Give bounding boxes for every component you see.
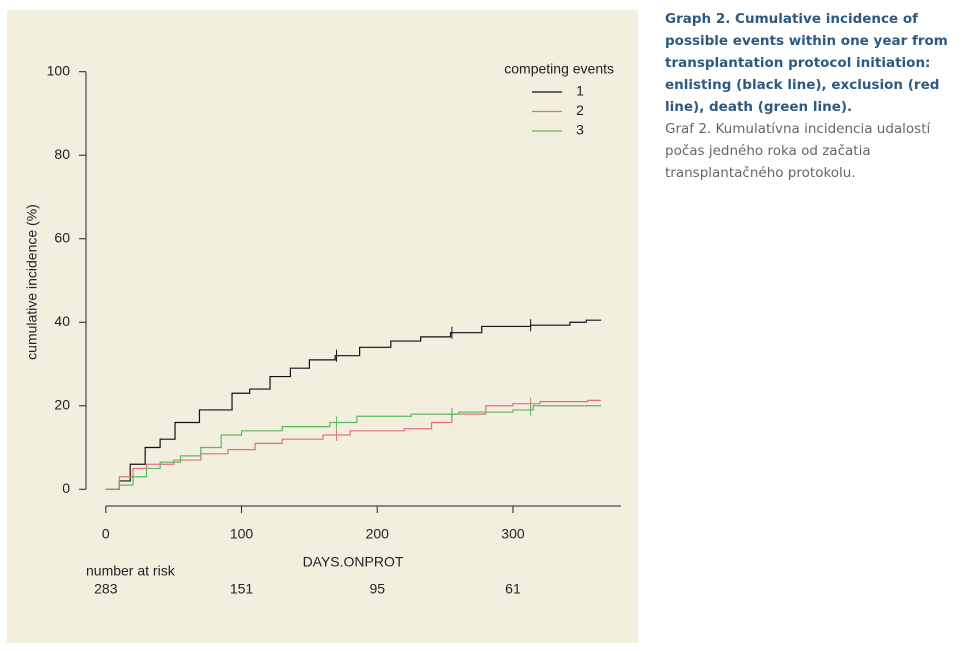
y-tick-label: 60 bbox=[54, 229, 70, 245]
legend-title: competing events bbox=[504, 61, 614, 77]
y-axis-label: cumulative incidence (%) bbox=[24, 204, 40, 360]
x-tick-label: 200 bbox=[366, 526, 390, 542]
y-tick-label: 20 bbox=[54, 396, 70, 412]
chart-panel bbox=[7, 10, 638, 643]
legend-label: 3 bbox=[576, 122, 584, 138]
caption-en: Graph 2. Cumulative incidence of possibl… bbox=[665, 11, 948, 115]
series-line bbox=[105, 405, 602, 490]
series-line bbox=[105, 319, 602, 490]
y-tick-label: 0 bbox=[62, 480, 70, 496]
x-tick-label: 100 bbox=[230, 526, 254, 542]
series-line bbox=[105, 399, 602, 490]
x-tick-label: 0 bbox=[102, 526, 110, 542]
y-tick-label: 100 bbox=[47, 62, 71, 78]
at-risk-value: 151 bbox=[230, 581, 254, 597]
x-axis-label: DAYS.ONPROT bbox=[303, 554, 404, 570]
at-risk-value: 61 bbox=[505, 581, 521, 597]
at-risk-value: 95 bbox=[369, 581, 385, 597]
y-tick-label: 80 bbox=[54, 146, 70, 162]
x-tick-label: 300 bbox=[501, 526, 525, 542]
caption-sk: Graf 2. Kumulatívna incidencia udalostí … bbox=[665, 121, 931, 181]
legend-label: 2 bbox=[576, 102, 584, 118]
risk-label: number at risk bbox=[86, 563, 176, 579]
y-tick-label: 40 bbox=[54, 313, 70, 329]
chart: cumulative incidence (%) DAYS.ONPROT num… bbox=[24, 61, 621, 597]
at-risk-value: 283 bbox=[94, 581, 118, 597]
legend-label: 1 bbox=[576, 83, 584, 99]
caption: Graph 2. Cumulative incidence of possibl… bbox=[665, 8, 965, 184]
